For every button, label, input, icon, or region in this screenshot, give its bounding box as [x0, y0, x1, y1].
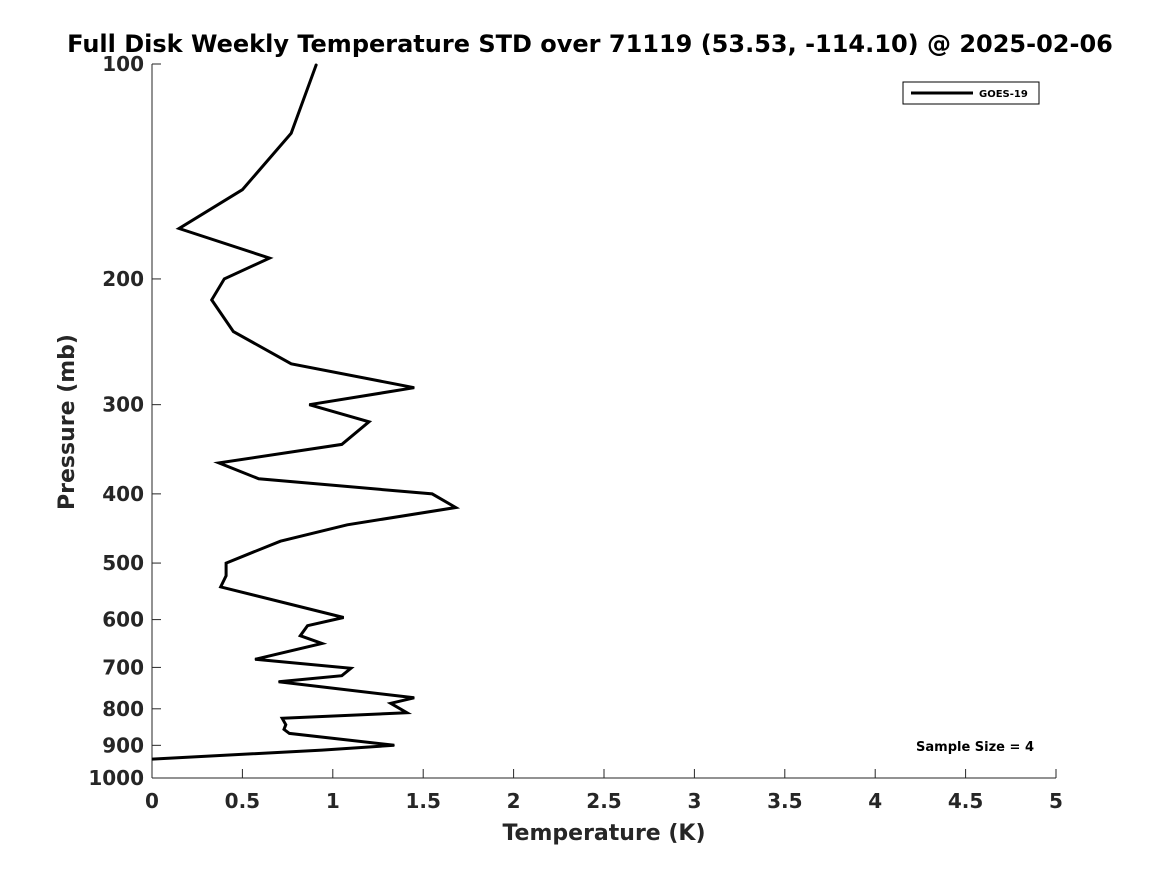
data-point-goes-19	[211, 299, 213, 301]
data-point-goes-19	[413, 697, 415, 699]
data-point-goes-19	[151, 758, 153, 760]
data-point-goes-19	[413, 387, 415, 389]
y-tick-label: 600	[102, 608, 144, 632]
data-point-goes-19	[225, 575, 227, 577]
y-axis-ticks: 100 200 300 400 500 600 700 800 900 1000	[88, 52, 161, 790]
data-point-goes-19	[254, 658, 256, 660]
data-point-goes-19	[290, 363, 292, 365]
y-tick-label: 100	[102, 52, 144, 76]
x-axis-ticks: 0 0.5 1 1.5 2 2.5 3 3.5 4 4.5 5	[145, 769, 1063, 813]
data-point-goes-19	[218, 462, 220, 464]
y-tick-label: 500	[102, 551, 144, 575]
data-point-goes-19	[225, 562, 227, 564]
x-axis-label: Temperature (K)	[502, 821, 705, 846]
x-tick-label: 1	[326, 789, 340, 813]
data-point-goes-19	[455, 507, 457, 508]
data-point-goes-19	[316, 63, 317, 65]
y-tick-label: 400	[102, 482, 144, 506]
data-point-goes-19	[308, 404, 310, 406]
x-tick-label: 4	[868, 789, 882, 813]
data-point-goes-19	[232, 331, 234, 333]
series-group	[151, 63, 461, 761]
y-axis-label: Pressure (mb)	[55, 334, 80, 510]
y-tick-label: 200	[102, 267, 144, 291]
data-point-goes-19	[290, 132, 292, 134]
data-point-goes-19	[241, 189, 243, 191]
data-point-goes-19	[281, 717, 283, 719]
data-point-goes-19	[299, 635, 301, 637]
y-tick-label: 300	[102, 393, 144, 417]
x-tick-label: 0.5	[225, 789, 260, 813]
series-line-goes-19	[151, 63, 461, 761]
data-point-goes-19	[223, 278, 225, 280]
data-point-goes-19	[368, 421, 370, 423]
legend: GOES-19	[902, 81, 1040, 105]
chart-title: Full Disk Weekly Temperature STD over 71…	[67, 30, 1113, 58]
data-point-goes-19	[220, 586, 222, 588]
data-point-goes-19	[269, 257, 270, 259]
data-point-goes-19	[258, 478, 260, 480]
x-tick-label: 1.5	[405, 789, 440, 813]
sample-size-annotation: Sample Size = 4	[916, 740, 1034, 755]
data-point-goes-19	[283, 728, 285, 730]
legend-label-goes-19: GOES-19	[979, 89, 1028, 100]
x-tick-label: 5	[1049, 789, 1063, 813]
data-point-goes-19	[307, 625, 308, 627]
y-tick-label: 800	[102, 697, 144, 721]
data-point-goes-19	[247, 553, 249, 555]
data-point-goes-19	[279, 540, 281, 542]
data-point-goes-19	[350, 667, 352, 669]
data-point-goes-19	[278, 681, 280, 683]
data-point-goes-19	[288, 732, 290, 734]
data-point-goes-19	[390, 702, 392, 704]
data-point-goes-19	[431, 493, 433, 495]
data-point-goes-19	[343, 617, 345, 618]
x-tick-label: 0	[145, 789, 159, 813]
y-tick-label: 1000	[88, 766, 144, 790]
data-point-goes-19	[393, 744, 395, 746]
data-point-goes-19	[406, 712, 408, 714]
x-tick-label: 2	[507, 789, 521, 813]
x-tick-label: 3.5	[767, 789, 802, 813]
data-point-goes-19	[341, 675, 343, 677]
data-point-goes-19	[341, 443, 343, 445]
data-point-goes-19	[285, 724, 287, 726]
x-tick-label: 3	[687, 789, 701, 813]
axes	[151, 64, 1056, 779]
y-tick-label: 700	[102, 655, 144, 679]
data-point-goes-19	[321, 749, 323, 751]
data-point-goes-19	[178, 228, 180, 229]
y-tick-label: 900	[102, 733, 144, 757]
data-point-goes-19	[346, 524, 348, 526]
x-tick-label: 4.5	[948, 789, 983, 813]
x-tick-label: 2.5	[586, 789, 621, 813]
data-point-goes-19	[321, 643, 323, 644]
